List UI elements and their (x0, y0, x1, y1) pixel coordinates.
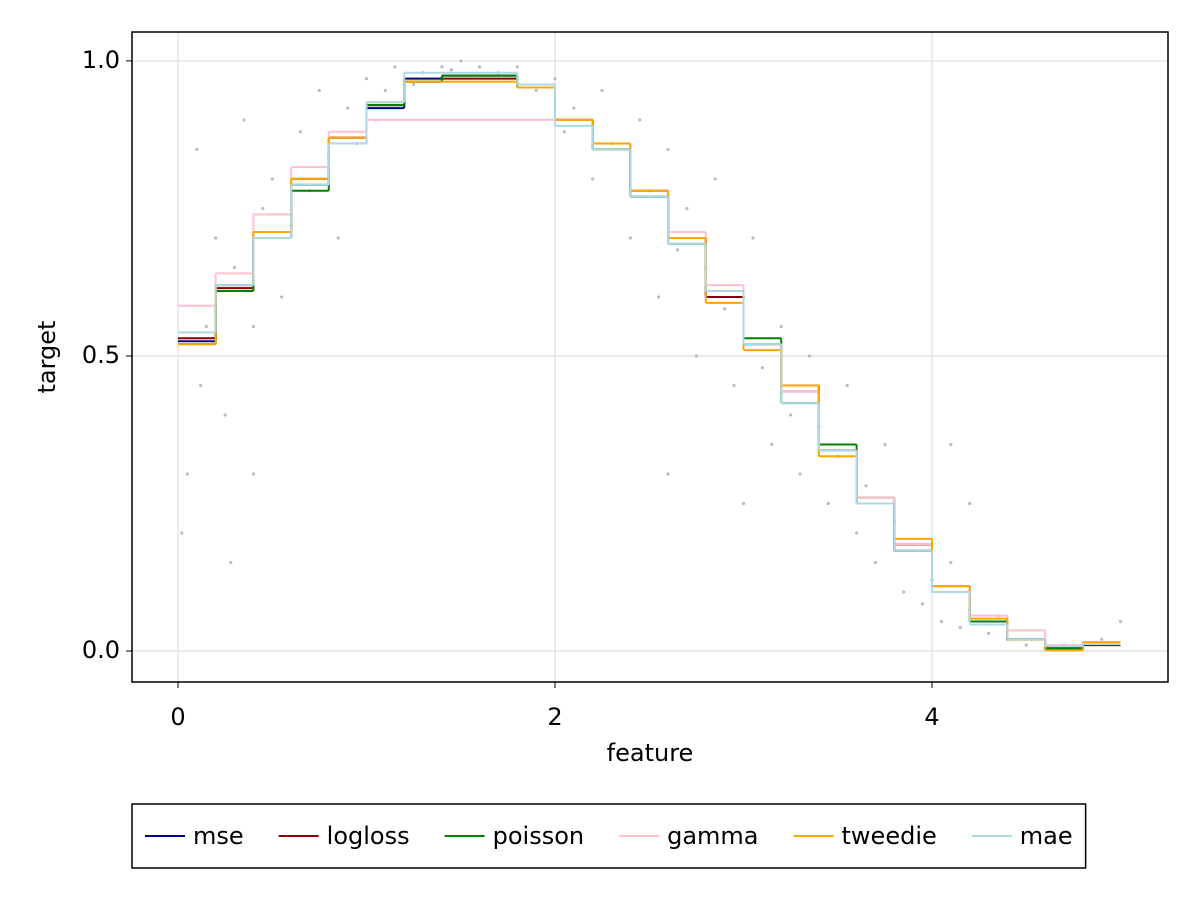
scatter-point (1100, 637, 1104, 641)
scatter-point (638, 118, 642, 122)
y-tick-label: 0.5 (82, 341, 120, 369)
scatter-point (562, 130, 567, 134)
scatter-point (826, 501, 830, 506)
scatter-point (214, 236, 218, 240)
plot-area (132, 32, 1168, 682)
scatter-point (883, 442, 887, 447)
legend-label: tweedie (842, 822, 937, 850)
scatter-point (864, 484, 868, 488)
legend-label: gamma (667, 822, 758, 850)
scatter-point (298, 130, 303, 134)
scatter-point (968, 501, 972, 506)
scatter-point (393, 65, 397, 69)
scatter-point (383, 88, 387, 93)
plot-frame (131, 31, 1169, 683)
scatter-point (723, 307, 727, 311)
scatter-point (261, 206, 265, 211)
scatter-point (242, 118, 246, 122)
scatter-point (534, 88, 538, 93)
scatter-point (223, 413, 227, 417)
scatter-point (515, 65, 519, 69)
scatter-point (591, 177, 595, 181)
step-layer (177, 71, 1121, 652)
scatter-point (902, 590, 906, 594)
scatter-point (572, 106, 576, 110)
scatter-point (845, 383, 849, 388)
scatter-point (459, 59, 463, 63)
scatter-point (336, 236, 340, 240)
scatter-point (1118, 619, 1123, 624)
scatter-point (180, 531, 184, 535)
scatter-point (713, 177, 717, 181)
scatter-point (628, 236, 632, 240)
scatter-point (204, 324, 208, 329)
scatter-point (666, 147, 670, 152)
scatter-point (657, 295, 661, 299)
y-axis-label: target (33, 321, 61, 394)
scatter-point (798, 472, 802, 476)
scatter-point (760, 366, 764, 370)
scatter-point (770, 442, 774, 447)
scatter-point (949, 442, 953, 447)
x-tick-label: 2 (547, 703, 562, 731)
scatter-point (873, 560, 878, 565)
scatter-point (789, 413, 793, 417)
scatter-point (939, 619, 944, 624)
scatter-point (920, 602, 925, 606)
scatter-point (553, 77, 557, 81)
scatter-point (364, 77, 369, 81)
legend-label: mae (1020, 822, 1073, 850)
scatter-point (779, 324, 783, 329)
scatter-point (600, 88, 604, 93)
scatter-point (280, 295, 284, 299)
scatter-point (449, 68, 453, 72)
y-tick-label: 1.0 (82, 46, 120, 74)
scatter-point (440, 65, 444, 69)
scatter-point (195, 147, 199, 152)
scatter-point (958, 625, 962, 630)
scatter-point (666, 472, 670, 476)
scatter-point (199, 383, 203, 388)
scatter-point (251, 472, 255, 476)
scatter-point (412, 82, 416, 87)
x-tick-label: 0 (170, 703, 185, 731)
scatter-point (270, 177, 274, 181)
scatter-point (986, 631, 991, 635)
scatter-point (694, 354, 698, 358)
legend-label: logloss (327, 822, 410, 850)
scatter-point (317, 88, 321, 93)
legend-label: mse (193, 822, 244, 850)
y-tick-label: 0.0 (82, 636, 120, 664)
scatter-point (854, 531, 859, 535)
scatter-point (949, 560, 953, 565)
scatter-point (232, 265, 237, 270)
scatter-point (251, 324, 255, 329)
scatter-point (732, 383, 736, 388)
legend-label: poisson (493, 822, 585, 850)
scatter-point (477, 65, 482, 69)
scatter-point (807, 354, 812, 358)
ticks: 0 2 4 0.0 0.5 1.0 (82, 46, 940, 731)
scatter-point (1024, 643, 1028, 647)
scatter-point (751, 236, 755, 240)
step-series (177, 71, 1121, 648)
scatter-point (685, 206, 689, 211)
scatter-point (675, 248, 680, 252)
legend-box (131, 803, 1087, 869)
scatter-point (346, 106, 350, 110)
scatter-point (229, 560, 233, 565)
scatter-point (185, 472, 190, 476)
x-tick-label: 4 (924, 703, 939, 731)
scatter-point (741, 501, 746, 506)
legend: mse logloss poisson gamma tweedie mae (145, 822, 1073, 850)
x-axis-label: feature (607, 739, 694, 767)
grid (132, 32, 1168, 682)
